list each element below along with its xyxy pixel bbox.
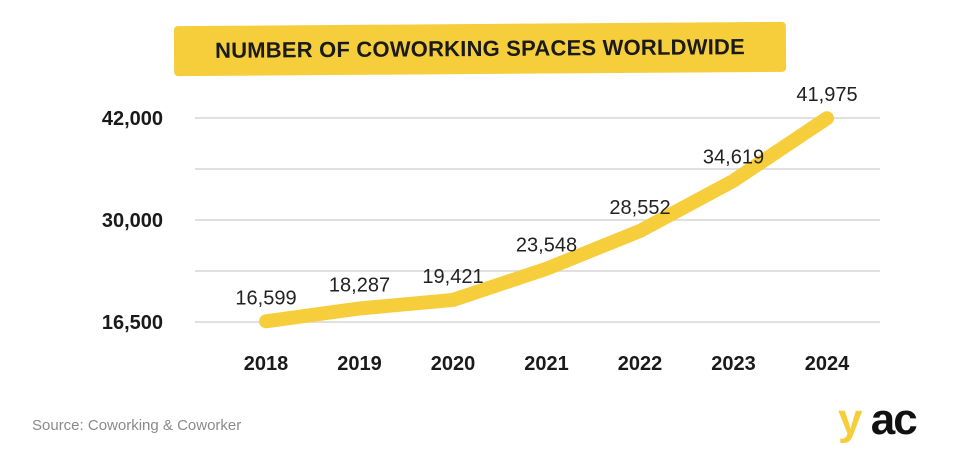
brand-logo-text: y	[838, 395, 863, 444]
brand-logo-rest: ac	[870, 395, 918, 444]
data-point	[452, 298, 454, 301]
data-label: 18,287	[329, 274, 390, 296]
brand-logo: y ac	[838, 395, 918, 444]
data-label: 23,548	[516, 235, 577, 257]
y-tick-label: 42,000	[102, 108, 163, 130]
data-label: 19,421	[422, 266, 483, 288]
data-label: 41,975	[796, 84, 857, 106]
data-point	[545, 267, 548, 270]
data-line-layer	[259, 111, 834, 329]
x-tick-label: 2019	[337, 353, 382, 375]
data-labels: 16,599 18,287 19,421 23,548 28,552 34,619 41,9…	[235, 84, 857, 309]
data-point	[265, 320, 267, 323]
data-point	[639, 229, 641, 232]
x-tick-label: 2018	[244, 353, 289, 375]
x-tick-label: 2022	[618, 353, 663, 375]
data-point	[732, 179, 735, 182]
data-label: 16,599	[235, 287, 296, 309]
x-tick-label: 2020	[431, 353, 476, 375]
data-label: 28,552	[609, 197, 670, 219]
x-tick-label: 2021	[524, 353, 569, 375]
y-tick-label: 30,000	[102, 210, 163, 232]
x-tick-label: 2023	[711, 353, 756, 375]
data-point	[358, 307, 361, 310]
data-point	[826, 117, 828, 120]
source-note: Source: Coworking & Coworker	[32, 417, 242, 434]
x-tick-label: 2024	[805, 353, 850, 375]
data-label: 34,619	[703, 147, 764, 169]
x-axis-ticks: 2018 2019 2020 2021 2022 2023 2024	[244, 353, 850, 375]
y-tick-label: 16,500	[102, 312, 163, 334]
y-axis-ticks: 16,500 30,000 42,000	[102, 108, 163, 334]
